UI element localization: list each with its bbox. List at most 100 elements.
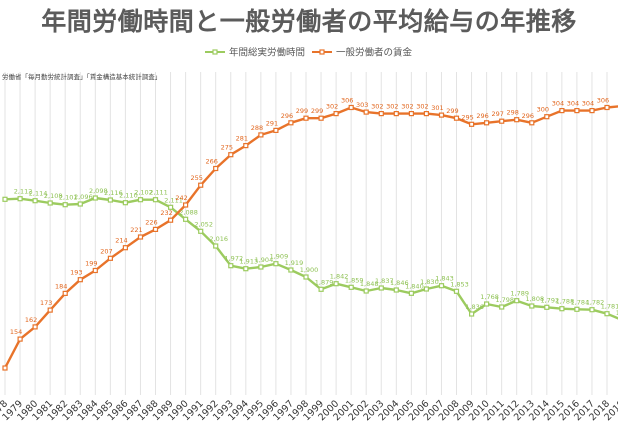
data-point-hours-2002: [363, 288, 369, 294]
data-label-hours-1984: 2,098: [89, 187, 108, 195]
data-label-wage-1994: 281: [236, 135, 248, 143]
data-point-hours-1990: [183, 216, 189, 222]
data-point-wage-2009: [469, 121, 475, 127]
data-point-wage-1984: [92, 267, 98, 274]
data-label-wage-1979: 154: [10, 328, 22, 336]
data-point-wage-1980: [32, 324, 38, 330]
data-point-wage-1997: [288, 120, 294, 126]
data-point-hours-1992: [213, 243, 219, 249]
data-label-hours-1989: 2,111: [164, 196, 183, 204]
data-point-hours-1996: [273, 261, 279, 267]
data-label-hours-1998: 1,900: [300, 266, 319, 274]
data-point-wage-2006: [423, 110, 429, 117]
series-lines: [2, 104, 618, 371]
data-point-wage-1979: [17, 336, 23, 342]
data-point-wage-2012: [514, 117, 520, 123]
data-label-hours-1995: 1,904: [255, 256, 274, 264]
data-point-wage-2003: [378, 110, 384, 117]
data-label-hours-2008: 1,853: [450, 280, 469, 288]
data-label-hours-2001: 1,859: [345, 276, 364, 284]
data-label-hours-2017: 1,782: [586, 299, 605, 307]
series-line-wage: [3, 105, 618, 369]
data-label-wage-2005: 302: [401, 103, 413, 111]
data-point-hours-2011: [499, 304, 505, 310]
legend: 年間総実労働時間 一般労働者の賃金: [205, 47, 413, 59]
data-label-wage-1981: 173: [40, 299, 52, 307]
data-point-wage-2007: [438, 112, 445, 118]
data-point-hours-1984: [92, 195, 98, 201]
data-label-wage-2012: 298: [506, 109, 518, 117]
data-point-hours-1988: [152, 197, 159, 203]
data-label-hours-1979: 2,112: [14, 188, 33, 196]
data-point-wage-1985: [107, 255, 114, 261]
data-point-wage-2018: [604, 104, 610, 111]
data-point-hours-1980: [32, 198, 38, 204]
data-point-hours-2017: [589, 307, 595, 313]
data-point-hours-1995: [258, 264, 264, 270]
data-label-wage-1995: 288: [251, 124, 263, 132]
chart-title: 年間労働時間と一般労働者の平均給与の年推移: [41, 7, 577, 36]
data-label-hours-1996: 1,909: [270, 253, 289, 261]
data-point-wage-1990: [183, 202, 189, 208]
data-label-hours-1985: 2,116: [104, 189, 123, 197]
data-point-wage-2000: [333, 110, 339, 117]
data-label-wage-2007: 301: [431, 104, 443, 112]
data-point-wage-1987: [137, 234, 144, 240]
data-point-wage-1981: [47, 307, 53, 313]
data-point-hours-2009: [469, 311, 475, 317]
data-label-wage-2010: 296: [476, 112, 488, 120]
data-label-wage-1992: 266: [205, 158, 217, 166]
data-label-hours-2005: 1,840: [405, 282, 424, 290]
data-label-hours-2016: 1,784: [571, 298, 590, 306]
data-point-hours-2012: [514, 298, 520, 304]
data-label-wage-2001: 306: [341, 97, 353, 105]
data-label-wage-2018: 306: [597, 97, 609, 105]
data-point-wage-1988: [152, 226, 159, 232]
data-point-wage-1983: [77, 277, 83, 283]
data-label-hours-1988: 2,111: [149, 189, 168, 197]
data-label-hours-2000: 1,842: [330, 273, 349, 281]
data-label-wage-2016: 304: [567, 100, 579, 108]
data-label-hours-1999: 1,879: [315, 278, 334, 286]
data-point-hours-2001: [348, 284, 354, 290]
data-label-hours-1986: 2,110: [119, 192, 138, 200]
data-point-hours-1989: [168, 204, 174, 210]
data-label-hours-2018: 1,781: [601, 303, 618, 311]
data-point-hours-2000: [333, 281, 339, 287]
data-point-wage-2005: [408, 110, 414, 117]
data-point-wage-1999: [318, 115, 324, 121]
data-point-hours-1985: [107, 197, 114, 203]
data-label-hours-1994: 1,913: [239, 258, 258, 266]
data-label-wage-2000: 302: [326, 103, 338, 111]
data-label-hours-1990: 2,088: [179, 208, 198, 216]
data-point-hours-1999: [318, 286, 324, 292]
data-point-wage-1996: [273, 127, 279, 133]
data-label-wage-1986: 214: [115, 237, 127, 245]
grid-lines: [4, 72, 608, 395]
data-label-hours-1982: 2,101: [59, 194, 78, 202]
legend-marker-hours-point: [212, 49, 218, 55]
data-point-hours-1998: [303, 274, 309, 280]
source-note: 労働省「毎月勤労統計調査」「賃金構造基本統計調査」: [2, 72, 161, 81]
data-point-wage-2001: [348, 104, 354, 111]
data-label-wage-1983: 193: [70, 269, 82, 277]
x-axis-ticks: 1978197919801981198219831984198519861987…: [0, 398, 618, 423]
data-point-hours-2008: [453, 288, 460, 294]
x-tick-label-1978: 1978: [0, 398, 10, 423]
data-label-wage-2009: 295: [461, 113, 473, 121]
data-point-hours-2003: [378, 285, 384, 291]
data-point-hours-2007: [438, 283, 445, 289]
data-label-hours-2006: 1,830: [420, 278, 439, 286]
data-point-wage-1994: [243, 143, 249, 149]
data-label-hours-2013: 1,808: [525, 295, 544, 303]
data-label-wage-1999: 299: [311, 107, 323, 115]
data-point-wage-2011: [499, 118, 505, 124]
data-point-wage-1995: [258, 132, 264, 138]
data-label-hours-2002: 1,848: [360, 280, 379, 288]
data-label-wage-1985: 207: [100, 247, 112, 255]
data-label-wage-1989: 232: [160, 209, 172, 217]
data-label-wage-2008: 299: [446, 107, 458, 115]
data-point-wage-2016: [574, 107, 580, 114]
data-label-wage-1980: 162: [25, 316, 37, 324]
